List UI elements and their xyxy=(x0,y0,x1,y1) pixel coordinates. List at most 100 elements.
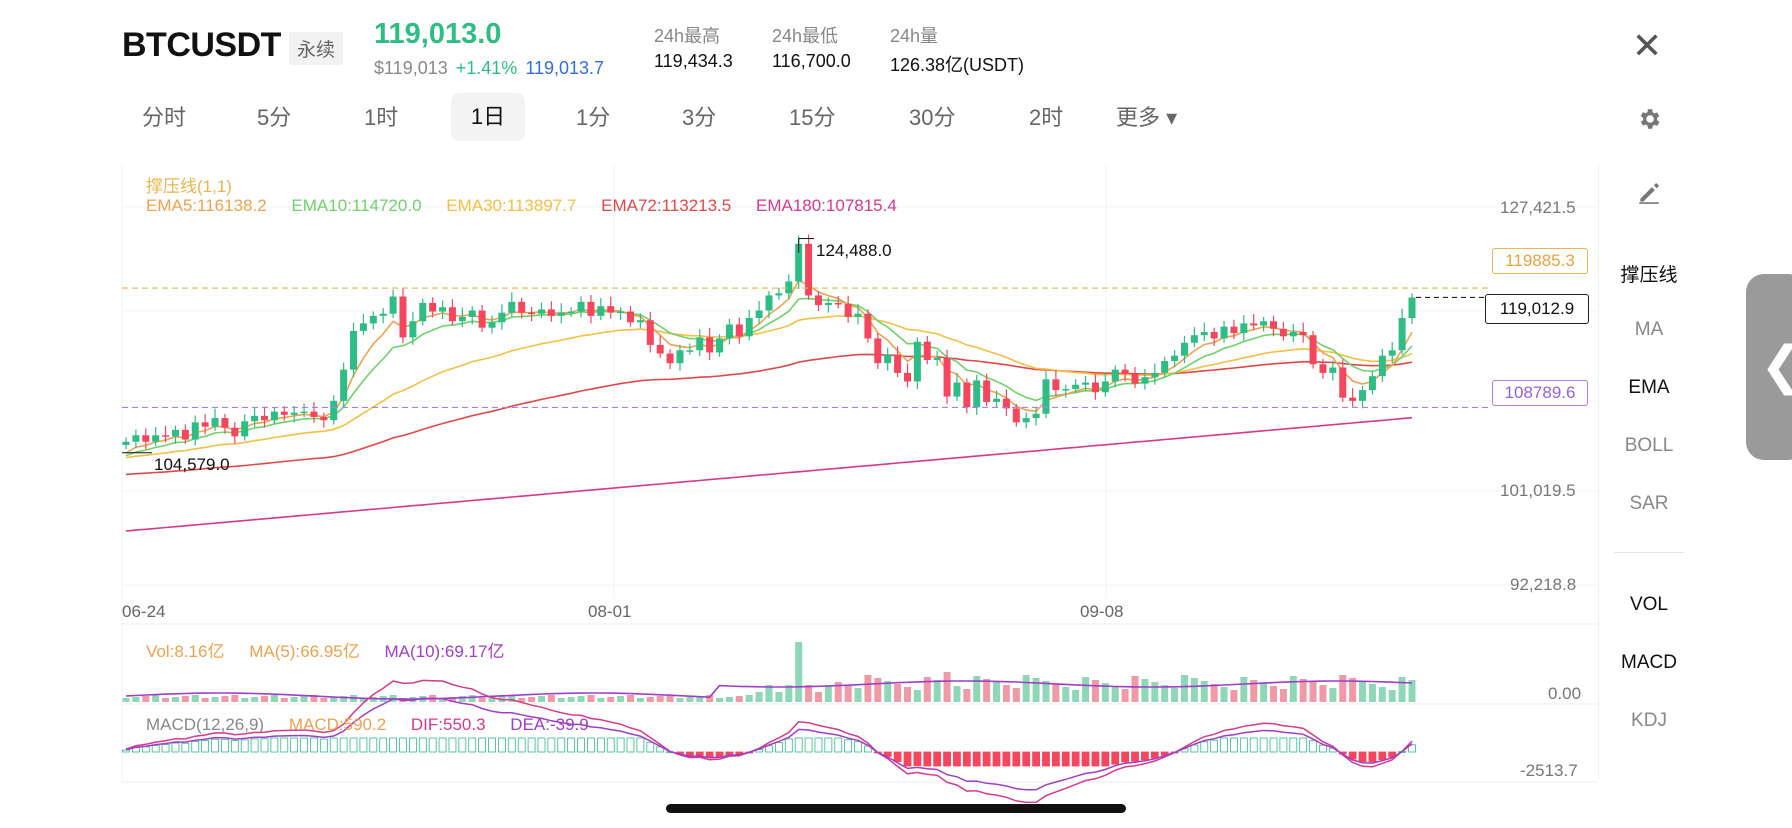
indicator-ma[interactable]: MA xyxy=(1634,319,1664,340)
resistance-price-tag[interactable]: 119885.3 xyxy=(1492,248,1588,274)
macd-bar xyxy=(1230,737,1238,753)
macd-bar xyxy=(300,737,308,753)
candle-body xyxy=(1388,350,1396,356)
usd-price: $119,013 xyxy=(374,58,448,78)
indicator-sar[interactable]: SAR xyxy=(1629,493,1669,514)
ema180-legend: EMA180:107815.4 xyxy=(755,196,897,215)
candle-body xyxy=(824,302,832,306)
macd-bar xyxy=(310,737,318,753)
volume-bar xyxy=(171,697,179,702)
candle-body xyxy=(1062,389,1070,391)
side-drawer-handle[interactable]: ❮ xyxy=(1746,274,1792,460)
tab-1m[interactable]: 1分 xyxy=(576,105,611,130)
candle-body xyxy=(676,350,684,364)
candle-body xyxy=(468,310,476,317)
volume-bar xyxy=(1190,678,1198,702)
volume-bar xyxy=(1230,690,1238,702)
candle-body xyxy=(577,301,585,312)
macd-bar xyxy=(369,737,378,753)
macd-bar xyxy=(1012,751,1021,767)
volume-legend: Vol:8.16亿 MA(5):66.95亿 MA(10):69.17亿 xyxy=(146,637,504,662)
candle-body xyxy=(1359,390,1367,401)
volume-bar xyxy=(1161,685,1169,702)
macd-value-legend: MACD:590.2 xyxy=(288,715,387,734)
ema30-legend: EMA30:113897.7 xyxy=(446,196,577,215)
candle-body xyxy=(716,338,724,353)
pencil-icon[interactable] xyxy=(1636,180,1662,211)
indicator-macd[interactable]: MACD xyxy=(1621,652,1677,673)
volume-bar xyxy=(557,698,565,702)
macd-bar xyxy=(774,742,783,753)
volume-bar xyxy=(518,698,526,702)
tab-15m[interactable]: 15分 xyxy=(789,105,836,130)
tab-1d[interactable]: 1日 xyxy=(451,93,525,141)
tab-1h[interactable]: 1时 xyxy=(364,105,399,130)
indicator-kdj[interactable]: KDJ xyxy=(1631,710,1667,731)
indicator-support-resistance[interactable]: 撑压线 xyxy=(1620,265,1678,286)
volume-bar xyxy=(1359,681,1367,702)
macd-bar xyxy=(695,751,704,756)
candle-body xyxy=(1230,326,1238,334)
volume-bar xyxy=(923,677,931,702)
candle-body xyxy=(587,301,595,316)
indicator-boll[interactable]: BOLL xyxy=(1624,435,1674,456)
volume-bar xyxy=(834,682,842,702)
candle-body xyxy=(171,429,179,437)
volume-bar xyxy=(903,687,911,702)
candle-body xyxy=(429,302,437,312)
tab-2h[interactable]: 2时 xyxy=(1029,105,1064,130)
candle-body xyxy=(1408,297,1416,319)
indicator-ema[interactable]: EMA xyxy=(1628,377,1670,398)
volume-bar xyxy=(310,695,318,702)
candle-body xyxy=(1151,372,1159,378)
volume-bar xyxy=(963,689,971,702)
candle-body xyxy=(399,296,407,338)
tab-3m[interactable]: 3分 xyxy=(682,105,717,130)
candle-body xyxy=(725,324,733,339)
volume-bar xyxy=(280,698,288,702)
macd-bar xyxy=(834,737,843,753)
macd-bar xyxy=(1249,737,1258,753)
candle-body xyxy=(884,354,892,364)
tab-5m[interactable]: 5分 xyxy=(257,105,292,130)
candle-body xyxy=(913,341,921,382)
tab-timeline[interactable]: 分时 xyxy=(142,105,187,130)
macd-bar xyxy=(577,737,585,753)
volume-bar xyxy=(191,695,199,702)
volume-bar xyxy=(251,697,259,702)
symbol-title[interactable]: BTCUSDT xyxy=(122,26,281,64)
volume-bar xyxy=(587,695,595,702)
y-tick-bottom: 92,218.8 xyxy=(1510,575,1577,594)
tab-more[interactable]: 更多 ▾ xyxy=(1116,105,1178,130)
volume-bar xyxy=(528,697,536,702)
gear-icon[interactable] xyxy=(1636,106,1662,137)
candle-body xyxy=(1289,332,1297,337)
volume-bar xyxy=(1032,678,1040,702)
candle-body xyxy=(844,304,852,317)
support-price-tag[interactable]: 108789.6 xyxy=(1492,380,1588,406)
candle-body xyxy=(805,243,813,296)
macd-bar xyxy=(488,737,496,753)
macd-bar xyxy=(1368,751,1377,763)
volume-bar xyxy=(241,698,249,702)
macd-bar xyxy=(141,746,150,753)
volume-bar xyxy=(706,695,714,702)
macd-bar xyxy=(992,751,1001,767)
tab-30m[interactable]: 30分 xyxy=(909,105,956,130)
macd-bar xyxy=(1081,751,1090,767)
volume-bar xyxy=(1309,682,1317,702)
ema30-line xyxy=(125,315,1413,459)
macd-bar xyxy=(1061,751,1070,767)
volume-bar xyxy=(864,675,872,702)
indicator-vol[interactable]: VOL xyxy=(1629,594,1669,615)
candle-body xyxy=(1319,364,1327,373)
macd-bar xyxy=(280,737,289,753)
close-icon[interactable]: ✕ xyxy=(1632,25,1663,66)
candle-body xyxy=(1210,332,1218,339)
candle-body xyxy=(1339,367,1347,398)
macd-bar xyxy=(903,751,912,767)
candle-body xyxy=(142,435,150,442)
candle-body xyxy=(1190,335,1198,343)
macd-bar xyxy=(893,751,902,763)
